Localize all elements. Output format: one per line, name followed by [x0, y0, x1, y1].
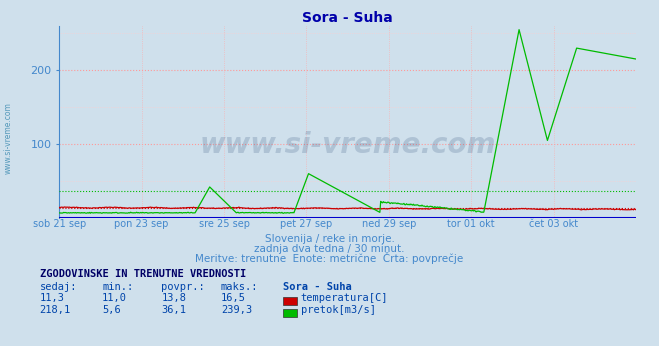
Text: 11,3: 11,3 [40, 293, 65, 303]
Text: Slovenija / reke in morje.: Slovenija / reke in morje. [264, 234, 395, 244]
Text: tor 01 okt: tor 01 okt [447, 219, 495, 229]
Text: Meritve: trenutne  Enote: metrične  Črta: povprečje: Meritve: trenutne Enote: metrične Črta: … [195, 252, 464, 264]
Text: temperatura[C]: temperatura[C] [301, 293, 388, 303]
Text: sedaj:: sedaj: [40, 282, 77, 292]
Text: 218,1: 218,1 [40, 305, 71, 315]
Text: 36,1: 36,1 [161, 305, 186, 315]
Text: min.:: min.: [102, 282, 133, 292]
Text: 13,8: 13,8 [161, 293, 186, 303]
Text: maks.:: maks.: [221, 282, 258, 292]
Text: sre 25 sep: sre 25 sep [198, 219, 250, 229]
Title: Sora - Suha: Sora - Suha [302, 11, 393, 25]
Text: ned 29 sep: ned 29 sep [362, 219, 416, 229]
Text: 16,5: 16,5 [221, 293, 246, 303]
Text: pretok[m3/s]: pretok[m3/s] [301, 305, 376, 315]
Text: ZGODOVINSKE IN TRENUTNE VREDNOSTI: ZGODOVINSKE IN TRENUTNE VREDNOSTI [40, 269, 246, 279]
Text: pet 27 sep: pet 27 sep [280, 219, 333, 229]
Text: www.si-vreme.com: www.si-vreme.com [3, 102, 13, 174]
Text: 5,6: 5,6 [102, 305, 121, 315]
Text: čet 03 okt: čet 03 okt [529, 219, 578, 229]
Text: 11,0: 11,0 [102, 293, 127, 303]
Text: sob 21 sep: sob 21 sep [33, 219, 86, 229]
Text: povpr.:: povpr.: [161, 282, 205, 292]
Text: www.si-vreme.com: www.si-vreme.com [200, 131, 496, 159]
Text: zadnja dva tedna / 30 minut.: zadnja dva tedna / 30 minut. [254, 244, 405, 254]
Text: Sora - Suha: Sora - Suha [283, 282, 352, 292]
Text: 239,3: 239,3 [221, 305, 252, 315]
Text: pon 23 sep: pon 23 sep [115, 219, 169, 229]
